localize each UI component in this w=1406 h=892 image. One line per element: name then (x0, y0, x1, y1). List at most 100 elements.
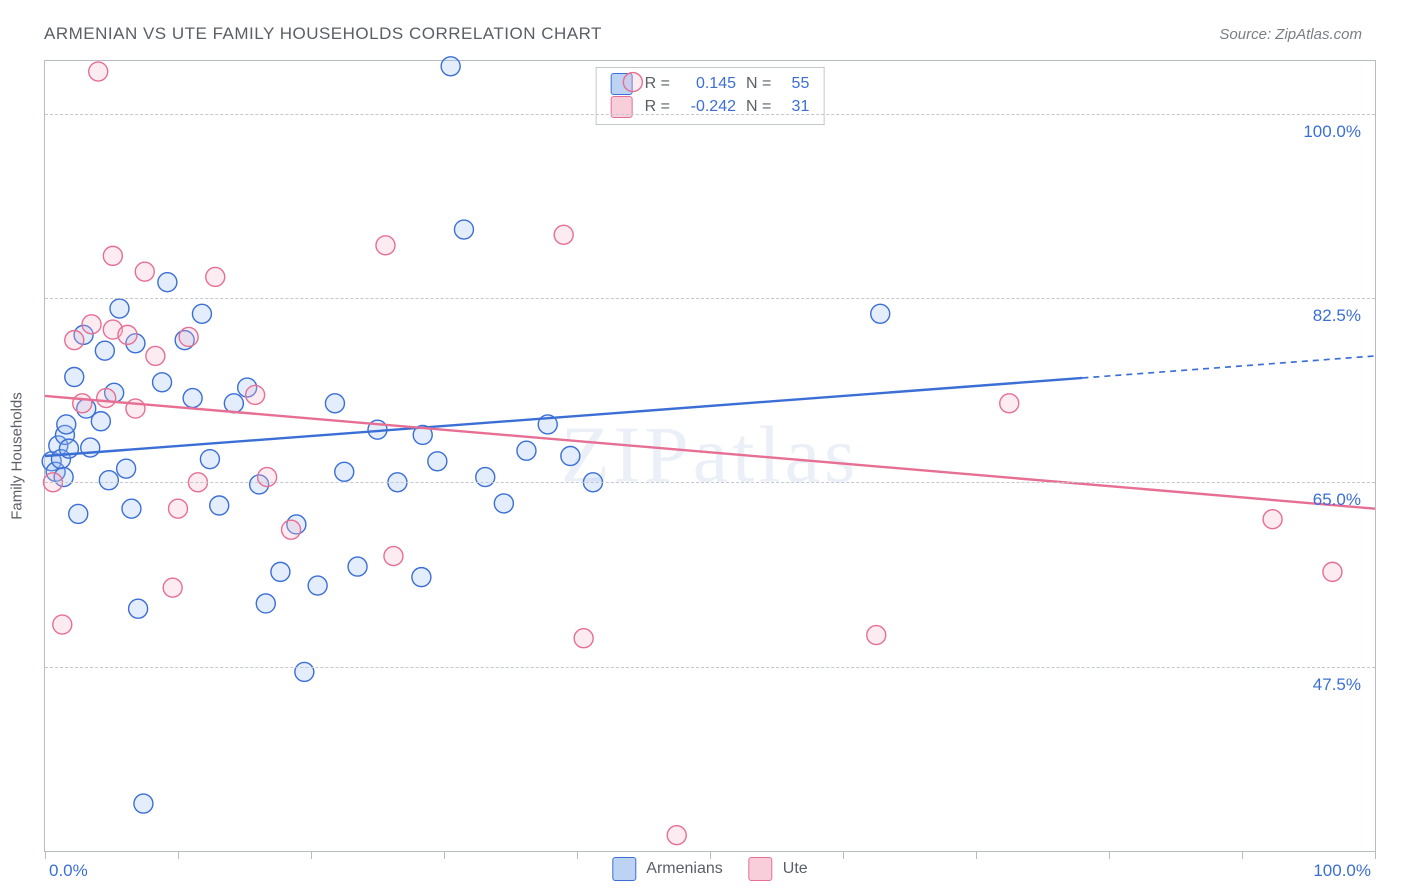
data-point-armenians (454, 220, 473, 239)
data-point-armenians (325, 394, 344, 413)
x-tick (1109, 851, 1110, 859)
x-tick (1242, 851, 1243, 859)
data-point-armenians (224, 394, 243, 413)
data-point-armenians (65, 368, 84, 387)
y-tick-label: 65.0% (1313, 490, 1361, 510)
x-tick (710, 851, 711, 859)
source-prefix: Source: (1219, 26, 1275, 43)
data-point-ute (258, 468, 277, 487)
data-point-armenians (158, 273, 177, 292)
data-point-armenians (256, 594, 275, 613)
data-point-ute (574, 629, 593, 648)
data-point-armenians (335, 462, 354, 481)
data-point-ute (169, 499, 188, 518)
data-point-armenians (192, 304, 211, 323)
data-point-armenians (412, 568, 431, 587)
data-point-ute (135, 262, 154, 281)
data-point-ute (246, 385, 265, 404)
source-attribution: Source: ZipAtlas.com (1219, 26, 1362, 43)
chart-header: ARMENIAN VS UTE FAMILY HOUSEHOLDS CORREL… (44, 24, 1362, 44)
y-tick-label: 100.0% (1303, 122, 1361, 142)
x-tick (45, 851, 46, 859)
data-point-ute (867, 626, 886, 645)
data-point-ute (1263, 510, 1282, 529)
data-point-ute (65, 331, 84, 350)
legend-swatch-ute (749, 857, 773, 881)
x-legend-item-ute: Ute (749, 857, 808, 881)
y-gridline (45, 114, 1375, 115)
data-point-armenians (153, 373, 172, 392)
x-axis-min-label: 0.0% (49, 861, 88, 881)
data-point-ute (623, 73, 642, 92)
data-point-ute (53, 615, 72, 634)
data-point-armenians (110, 299, 129, 318)
data-point-armenians (122, 499, 141, 518)
data-point-armenians (95, 341, 114, 360)
y-gridline (45, 298, 1375, 299)
trend-line-armenians (45, 378, 1082, 456)
data-point-armenians (441, 57, 460, 76)
data-point-ute (206, 267, 225, 286)
data-point-armenians (129, 599, 148, 618)
x-tick (976, 851, 977, 859)
data-point-armenians (99, 471, 118, 490)
x-axis-max-label: 100.0% (1313, 861, 1371, 881)
data-point-armenians (91, 412, 110, 431)
data-point-armenians (57, 415, 76, 434)
legend-label-armenians: Armenians (646, 860, 722, 878)
trend-line-extrapolated-armenians (1082, 356, 1375, 378)
data-point-armenians (183, 389, 202, 408)
x-tick (843, 851, 844, 859)
data-point-ute (146, 346, 165, 365)
y-axis-label: Family Households (9, 392, 26, 520)
data-point-armenians (561, 447, 580, 466)
data-point-ute (384, 547, 403, 566)
x-tick (577, 851, 578, 859)
data-point-armenians (117, 459, 136, 478)
data-point-armenians (271, 562, 290, 581)
legend-label-ute: Ute (783, 860, 808, 878)
data-point-ute (667, 826, 686, 845)
x-tick (1375, 851, 1376, 859)
data-point-armenians (200, 450, 219, 469)
data-point-ute (163, 578, 182, 597)
x-tick (311, 851, 312, 859)
y-gridline (45, 667, 1375, 668)
x-tick (444, 851, 445, 859)
y-gridline (45, 482, 1375, 483)
data-point-ute (97, 389, 116, 408)
data-point-armenians (428, 452, 447, 471)
y-tick-label: 82.5% (1313, 306, 1361, 326)
data-point-armenians (517, 441, 536, 460)
data-point-armenians (476, 468, 495, 487)
y-tick-label: 47.5% (1313, 675, 1361, 695)
scatter-plot-svg (45, 61, 1375, 851)
data-point-ute (376, 236, 395, 255)
data-point-armenians (134, 794, 153, 813)
data-point-ute (82, 315, 101, 334)
x-axis-series-legend: Armenians Ute (612, 857, 807, 881)
data-point-ute (1323, 562, 1342, 581)
data-point-armenians (494, 494, 513, 513)
chart-plot-area: Family Households ZIPatlas R =0.145N =55… (44, 60, 1376, 852)
x-tick (178, 851, 179, 859)
trend-line-ute (45, 396, 1375, 509)
data-point-armenians (295, 662, 314, 681)
data-point-armenians (348, 557, 367, 576)
source-name: ZipAtlas.com (1275, 26, 1362, 43)
data-point-ute (118, 325, 137, 344)
data-point-ute (1000, 394, 1019, 413)
data-point-ute (89, 62, 108, 81)
data-point-armenians (69, 504, 88, 523)
chart-title: ARMENIAN VS UTE FAMILY HOUSEHOLDS CORREL… (44, 24, 602, 44)
data-point-ute (554, 225, 573, 244)
x-legend-item-armenians: Armenians (612, 857, 722, 881)
data-point-armenians (308, 576, 327, 595)
data-point-ute (179, 327, 198, 346)
data-point-ute (73, 394, 92, 413)
data-point-ute (282, 520, 301, 539)
data-point-ute (103, 246, 122, 265)
data-point-armenians (210, 496, 229, 515)
data-point-armenians (871, 304, 890, 323)
legend-swatch-armenians (612, 857, 636, 881)
